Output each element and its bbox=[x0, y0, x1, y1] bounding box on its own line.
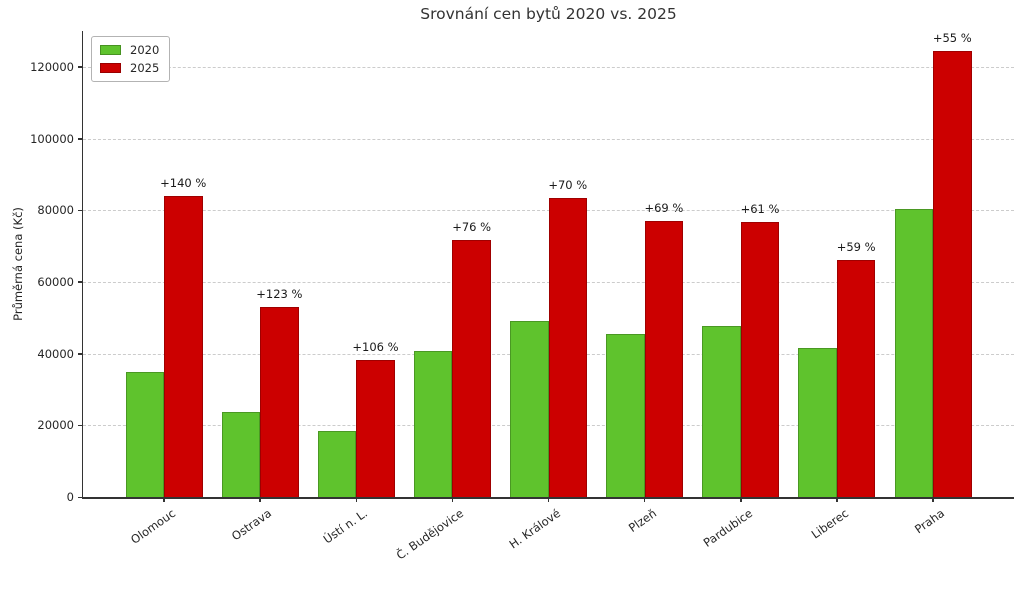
x-tick-mark-group-2 bbox=[259, 497, 261, 502]
legend-item-2025: 2025 bbox=[100, 61, 159, 75]
pct-annotation-group-3: +106 % bbox=[352, 340, 399, 355]
y-tick-label-20000: 20000 bbox=[37, 418, 74, 433]
bar-2020-group-3 bbox=[317, 430, 357, 497]
pct-annotation-group-2: +123 % bbox=[256, 286, 303, 301]
x-tick-label-group-4: Č. Budějovice bbox=[394, 506, 467, 563]
legend-swatch-2020 bbox=[100, 45, 121, 55]
bar-2020-group-9 bbox=[894, 209, 933, 497]
x-axis-spine bbox=[81, 497, 1014, 499]
pct-annotation-group-7: +61 % bbox=[740, 201, 780, 216]
bar-2020-group-2 bbox=[221, 411, 261, 497]
x-tick-mark-group-4 bbox=[451, 497, 454, 502]
pct-annotation-group-9: +55 % bbox=[932, 30, 972, 45]
y-tick-mark-60000 bbox=[78, 281, 83, 283]
x-tick-label-group-6: Plzeň bbox=[625, 506, 659, 535]
bar-2025-group-2 bbox=[260, 306, 299, 497]
y-tick-mark-120000 bbox=[78, 66, 83, 68]
y-tick-mark-20000 bbox=[78, 424, 83, 427]
gridline-100000 bbox=[83, 138, 1014, 140]
x-tick-label-group-9: Praha bbox=[912, 506, 948, 537]
pct-annotation-group-6: +69 % bbox=[644, 200, 684, 215]
bar-2020-group-5 bbox=[510, 321, 549, 497]
x-tick-mark-group-3 bbox=[355, 497, 357, 502]
legend-label-2025: 2025 bbox=[130, 61, 160, 75]
x-tick-mark-group-8 bbox=[836, 497, 838, 502]
pct-annotation-group-8: +59 % bbox=[836, 240, 876, 255]
y-tick-label-60000: 60000 bbox=[37, 274, 74, 289]
y-tick-label-0: 0 bbox=[66, 490, 74, 504]
bar-2025-group-3 bbox=[356, 360, 395, 497]
bar-2025-group-6 bbox=[644, 220, 684, 497]
x-tick-label-group-8: Liberec bbox=[808, 506, 851, 542]
x-tick-label-group-5: H. Králové bbox=[506, 506, 563, 552]
legend-item-2020: 2020 bbox=[100, 43, 159, 57]
y-tick-label-120000: 120000 bbox=[30, 59, 74, 74]
x-tick-label-group-3: Ústí n. L. bbox=[320, 506, 371, 547]
x-tick-mark-group-6 bbox=[643, 497, 646, 502]
bar-2025-group-5 bbox=[548, 198, 587, 497]
y-tick-mark-0 bbox=[78, 496, 83, 498]
y-tick-mark-100000 bbox=[78, 138, 83, 140]
y-tick-label-40000: 40000 bbox=[37, 346, 74, 361]
bar-2020-group-7 bbox=[702, 326, 741, 497]
x-tick-label-group-1: Olomouc bbox=[128, 506, 179, 547]
legend-swatch-2025 bbox=[100, 63, 121, 73]
x-tick-label-group-2: Ostrava bbox=[229, 506, 275, 544]
bar-2025-group-8 bbox=[836, 260, 876, 497]
pct-annotation-group-1: +140 % bbox=[160, 175, 207, 190]
legend: 2020 2025 bbox=[91, 36, 171, 82]
x-tick-mark-group-1 bbox=[163, 497, 165, 502]
bar-2020-group-8 bbox=[798, 348, 837, 497]
bar-2025-group-1 bbox=[164, 195, 203, 497]
legend-label-2020: 2020 bbox=[130, 43, 160, 57]
bar-2025-group-9 bbox=[933, 50, 972, 497]
x-tick-label-group-7: Pardubice bbox=[700, 506, 755, 550]
chart-title: Srovnání cen bytů 2020 vs. 2025 bbox=[420, 5, 677, 23]
x-tick-mark-group-7 bbox=[740, 497, 742, 502]
pct-annotation-group-4: +76 % bbox=[452, 219, 492, 234]
x-tick-mark-group-9 bbox=[932, 497, 934, 502]
bar-2025-group-4 bbox=[452, 239, 491, 497]
y-tick-mark-40000 bbox=[78, 353, 83, 355]
y-tick-mark-80000 bbox=[78, 209, 83, 212]
bar-2025-group-7 bbox=[740, 221, 780, 497]
pct-annotation-group-5: +70 % bbox=[548, 178, 588, 193]
y-axis-spine bbox=[81, 31, 83, 499]
y-tick-label-100000: 100000 bbox=[30, 131, 74, 146]
bar-2020-group-1 bbox=[125, 371, 164, 497]
bar-2020-group-4 bbox=[413, 350, 453, 497]
bar-2020-group-6 bbox=[606, 333, 645, 497]
x-tick-mark-group-5 bbox=[547, 497, 550, 502]
gridline-120000 bbox=[83, 66, 1014, 68]
y-tick-label-80000: 80000 bbox=[37, 203, 74, 218]
